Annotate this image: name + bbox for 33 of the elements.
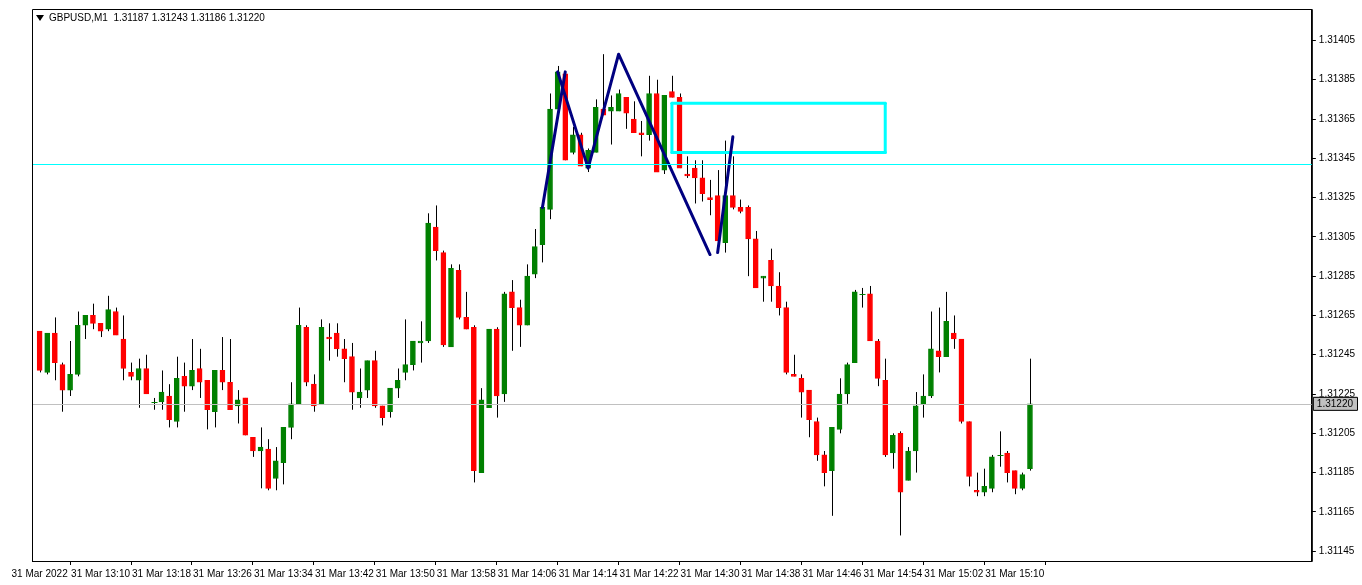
y-tick-label: 1.31205 <box>1318 427 1356 439</box>
x-tick-label: 31 Mar 15:02 <box>924 567 984 579</box>
x-tick-label: 31 Mar 13:50 <box>375 567 436 579</box>
x-tick-label: 31 Mar 13:26 <box>192 567 253 579</box>
y-tick-label: 1.31345 <box>1318 152 1356 164</box>
x-tick-label: 31 Mar 15:10 <box>985 567 1045 579</box>
y-tick-label: 1.31285 <box>1318 269 1356 281</box>
x-tick-label: 31 Mar 13:42 <box>314 567 375 579</box>
y-tick-label: 1.31385 <box>1318 73 1356 85</box>
chart-title: GBPUSD,M1 1.31187 1.31243 1.31186 1.31220 <box>49 12 265 23</box>
y-tick-label: 1.31185 <box>1318 466 1355 478</box>
y-tick-label: 1.31225 <box>1318 387 1356 399</box>
y-tick-label: 1.31145 <box>1318 544 1355 556</box>
x-tick-label: 31 Mar 13:34 <box>253 567 314 579</box>
x-tick-label: 31 Mar 14:30 <box>680 567 740 579</box>
x-tick-label: 31 Mar 13:10 <box>71 567 131 579</box>
ref-line-label: 1.31220 <box>1316 397 1354 409</box>
x-tick-label: 31 Mar 14:46 <box>802 567 862 579</box>
x-tick-label: 31 Mar 13:58 <box>436 567 497 579</box>
x-tick-label: 31 Mar 14:22 <box>619 567 679 579</box>
x-tick-label: 31 Mar 14:06 <box>497 567 558 579</box>
y-tick-label: 1.31265 <box>1318 309 1356 321</box>
x-tick-label: 31 Mar 2022 <box>11 567 69 579</box>
y-tick-label: 1.31365 <box>1318 112 1356 124</box>
x-tick-label: 31 Mar 14:54 <box>863 567 923 579</box>
y-tick-label: 1.31245 <box>1318 348 1356 360</box>
y-tick-label: 1.31165 <box>1318 505 1355 517</box>
y-tick-label: 1.31325 <box>1318 191 1356 203</box>
x-tick-label: 31 Mar 14:38 <box>741 567 801 579</box>
y-tick-label: 1.31305 <box>1318 230 1356 242</box>
x-tick-label: 31 Mar 14:14 <box>558 567 619 579</box>
y-tick-label: 1.31405 <box>1318 34 1356 46</box>
x-tick-label: 31 Mar 13:18 <box>132 567 192 579</box>
